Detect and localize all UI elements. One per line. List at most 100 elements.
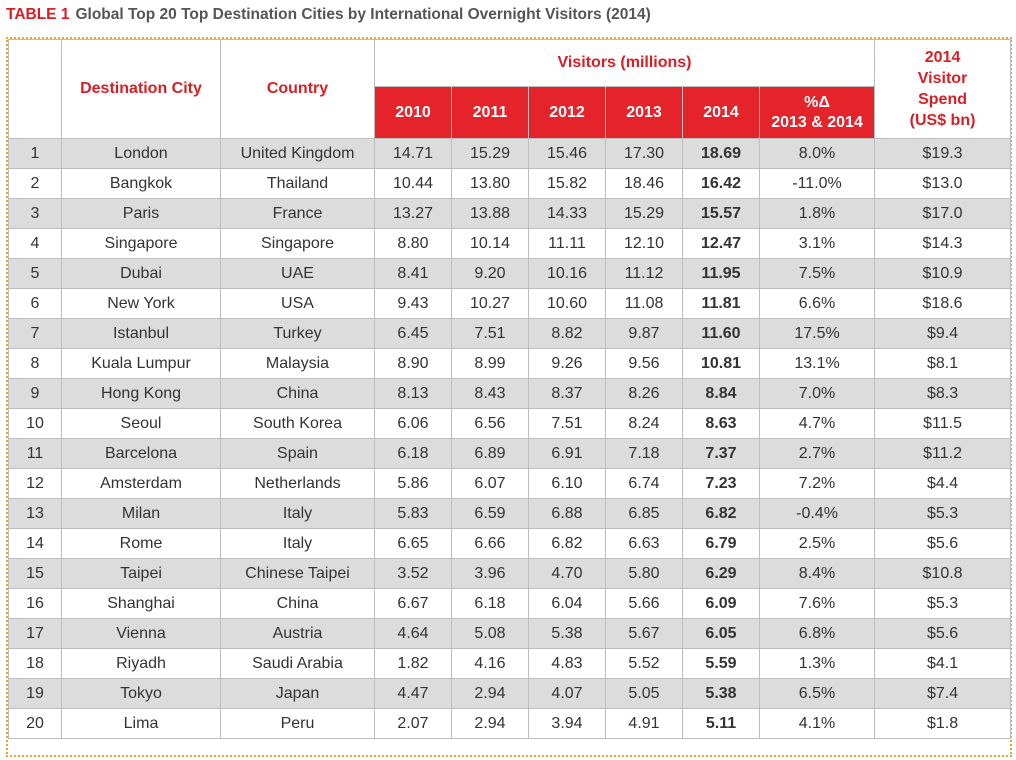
visitors-2010-cell: 14.71 [374, 138, 452, 169]
pct-change-cell: 4.1% [758, 708, 876, 739]
pct-change-cell: 2.5% [758, 528, 876, 559]
visitors-2013-cell: 5.66 [605, 588, 683, 619]
pct-change-cell: 6.5% [758, 678, 876, 709]
visitors-2011-cell: 6.18 [451, 588, 529, 619]
visitors-2012-cell: 10.60 [528, 288, 606, 319]
visitors-2013-cell: 6.85 [605, 498, 683, 529]
visitors-2012-cell: 9.26 [528, 348, 606, 379]
year-header-2011: 2011 [451, 86, 529, 139]
visitors-2011-cell: 6.07 [451, 468, 529, 499]
visitor-spend-cell: $4.1 [874, 648, 1012, 679]
visitor-spend-cell: $11.2 [874, 438, 1012, 469]
visitor-spend-cell: $9.4 [874, 318, 1012, 349]
pct-change-cell: 3.1% [758, 228, 876, 259]
city-cell: Hong Kong [61, 378, 221, 409]
visitors-2011-cell: 13.80 [451, 168, 529, 199]
pct-change-cell: 8.0% [758, 138, 876, 169]
visitors-2010-cell: 8.13 [374, 378, 452, 409]
city-cell: Lima [61, 708, 221, 739]
city-cell: Dubai [61, 258, 221, 289]
pct-change-cell: 1.8% [758, 198, 876, 229]
visitors-2012-cell: 4.83 [528, 648, 606, 679]
city-cell: Seoul [61, 408, 221, 439]
pct-change-cell: -0.4% [758, 498, 876, 529]
visitors-2013-cell: 8.26 [605, 378, 683, 409]
table-row: 9 Hong Kong China 8.13 8.43 8.37 8.26 8.84 7.0% $… [8, 378, 1012, 409]
table-row: 17 Vienna Austria 4.64 5.08 5.38 5.67 6.05 6.8% $… [8, 618, 1012, 649]
country-cell: Peru [220, 708, 375, 739]
city-cell: Milan [61, 498, 221, 529]
table-body: 1 London United Kingdom 14.71 15.29 15.46 17.3… [8, 138, 1012, 739]
visitor-spend-cell: $10.9 [874, 258, 1012, 289]
visitors-2013-cell: 5.05 [605, 678, 683, 709]
visitors-2010-cell: 4.64 [374, 618, 452, 649]
visitors-2014-cell: 7.23 [682, 468, 760, 499]
visitors-2012-cell: 5.38 [528, 618, 606, 649]
pct-change-cell: 6.6% [758, 288, 876, 319]
visitors-2010-cell: 2.07 [374, 708, 452, 739]
city-cell: Paris [61, 198, 221, 229]
visitor-spend-column-header: 2014 Visitor Spend (US$ bn) [874, 39, 1012, 139]
pct-change-cell: 2.7% [758, 438, 876, 469]
table-row: 16 Shanghai China 6.67 6.18 6.04 5.66 6.09 7.6% $… [8, 588, 1012, 619]
visitors-2013-cell: 6.74 [605, 468, 683, 499]
pct-change-cell: 7.6% [758, 588, 876, 619]
rank-cell: 13 [8, 498, 62, 529]
visitors-2014-cell: 6.82 [682, 498, 760, 529]
rank-cell: 6 [8, 288, 62, 319]
city-cell: Taipei [61, 558, 221, 589]
visitors-2014-cell: 6.05 [682, 618, 760, 649]
visitors-2014-cell: 6.79 [682, 528, 760, 559]
city-cell: London [61, 138, 221, 169]
pct-change-cell: 8.4% [758, 558, 876, 589]
country-cell: Spain [220, 438, 375, 469]
visitor-spend-cell: $17.0 [874, 198, 1012, 229]
country-cell: Netherlands [220, 468, 375, 499]
pct-change-cell: 6.8% [758, 618, 876, 649]
year-header-2013: 2013 [605, 86, 683, 139]
visitors-2011-cell: 7.51 [451, 318, 529, 349]
visitors-2012-cell: 8.82 [528, 318, 606, 349]
visitors-2014-cell: 6.09 [682, 588, 760, 619]
visitors-2011-cell: 6.59 [451, 498, 529, 529]
city-cell: Amsterdam [61, 468, 221, 499]
country-cell: Austria [220, 618, 375, 649]
visitors-2011-cell: 13.88 [451, 198, 529, 229]
year-header-2010: 2010 [374, 86, 452, 139]
country-cell: USA [220, 288, 375, 319]
visitors-2010-cell: 8.90 [374, 348, 452, 379]
rank-cell: 3 [8, 198, 62, 229]
rank-cell: 20 [8, 708, 62, 739]
country-cell: Malaysia [220, 348, 375, 379]
table-row: 7 Istanbul Turkey 6.45 7.51 8.82 9.87 11.60 17.5… [8, 318, 1012, 349]
rank-cell: 4 [8, 228, 62, 259]
visitors-2013-cell: 12.10 [605, 228, 683, 259]
table-row: 11 Barcelona Spain 6.18 6.89 6.91 7.18 7.37 2.7%… [8, 438, 1012, 469]
city-cell: Kuala Lumpur [61, 348, 221, 379]
city-cell: Rome [61, 528, 221, 559]
visitors-2014-cell: 16.42 [682, 168, 760, 199]
rank-cell: 15 [8, 558, 62, 589]
table-caption: TABLE 1 Global Top 20 Top Destination Cit… [6, 4, 651, 26]
pct-change-column-header: %Δ 2013 & 2014 [758, 86, 876, 139]
visitor-spend-cell: $4.4 [874, 468, 1012, 499]
rank-cell: 18 [8, 648, 62, 679]
city-cell: Barcelona [61, 438, 221, 469]
visitor-spend-cell: $7.4 [874, 678, 1012, 709]
pct-change-header-line-1: %Δ [804, 93, 830, 111]
country-cell: Singapore [220, 228, 375, 259]
visitors-2014-cell: 7.37 [682, 438, 760, 469]
visitors-2010-cell: 6.06 [374, 408, 452, 439]
visitors-2012-cell: 11.11 [528, 228, 606, 259]
visitors-2012-cell: 14.33 [528, 198, 606, 229]
visitor-spend-cell: $1.8 [874, 708, 1012, 739]
city-cell: Singapore [61, 228, 221, 259]
visitors-2014-cell: 15.57 [682, 198, 760, 229]
visitor-spend-cell: $5.3 [874, 588, 1012, 619]
visitors-2013-cell: 6.63 [605, 528, 683, 559]
table-row: 12 Amsterdam Netherlands 5.86 6.07 6.10 6.74 7.… [8, 468, 1012, 499]
visitors-2013-cell: 11.12 [605, 258, 683, 289]
country-cell: China [220, 378, 375, 409]
table-row: 13 Milan Italy 5.83 6.59 6.88 6.85 6.82 -0.4% $5.… [8, 498, 1012, 529]
visitors-2014-cell: 12.47 [682, 228, 760, 259]
